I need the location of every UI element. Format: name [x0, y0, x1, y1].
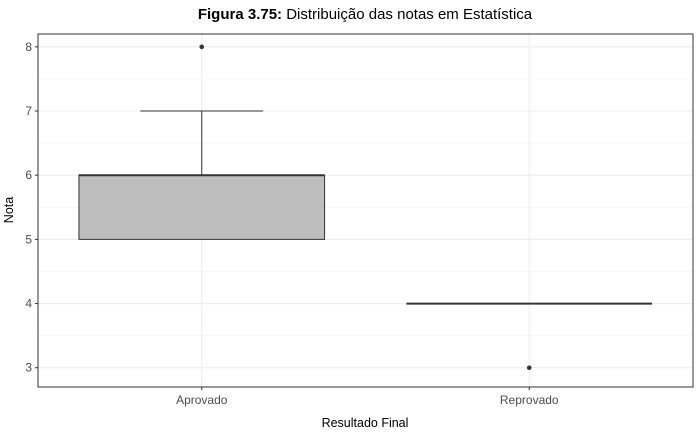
y-tick-label: 6	[25, 168, 32, 182]
grid-lines	[38, 34, 693, 387]
chart-title-bold: Figura 3.75:	[198, 6, 282, 23]
chart-title-rest: Distribuição das notas em Estatística	[282, 6, 533, 23]
y-tick-label: 8	[25, 40, 32, 54]
outlier-point	[526, 365, 532, 371]
x-axis-ticks: Aprovado Reprovado	[176, 387, 559, 407]
y-axis-label: Nota	[2, 197, 16, 223]
x-tick-label: Reprovado	[500, 393, 559, 407]
y-tick-label: 4	[25, 297, 32, 311]
iqr-box	[78, 174, 326, 240]
x-axis-label: Resultado Final	[322, 416, 409, 430]
x-tick-label: Aprovado	[176, 393, 228, 407]
panel-border	[37, 33, 694, 388]
chart-title: Figura 3.75: Distribuição das notas em E…	[198, 6, 533, 23]
y-tick-label: 7	[25, 104, 32, 118]
box-elements	[78, 44, 653, 371]
box-reprovado	[406, 302, 653, 371]
box-aprovado	[78, 44, 326, 240]
y-axis-ticks: 3 4 5 6 7 8	[25, 40, 38, 375]
outlier-point	[199, 44, 205, 50]
y-tick-label: 3	[25, 361, 32, 375]
y-tick-label: 5	[25, 232, 32, 246]
